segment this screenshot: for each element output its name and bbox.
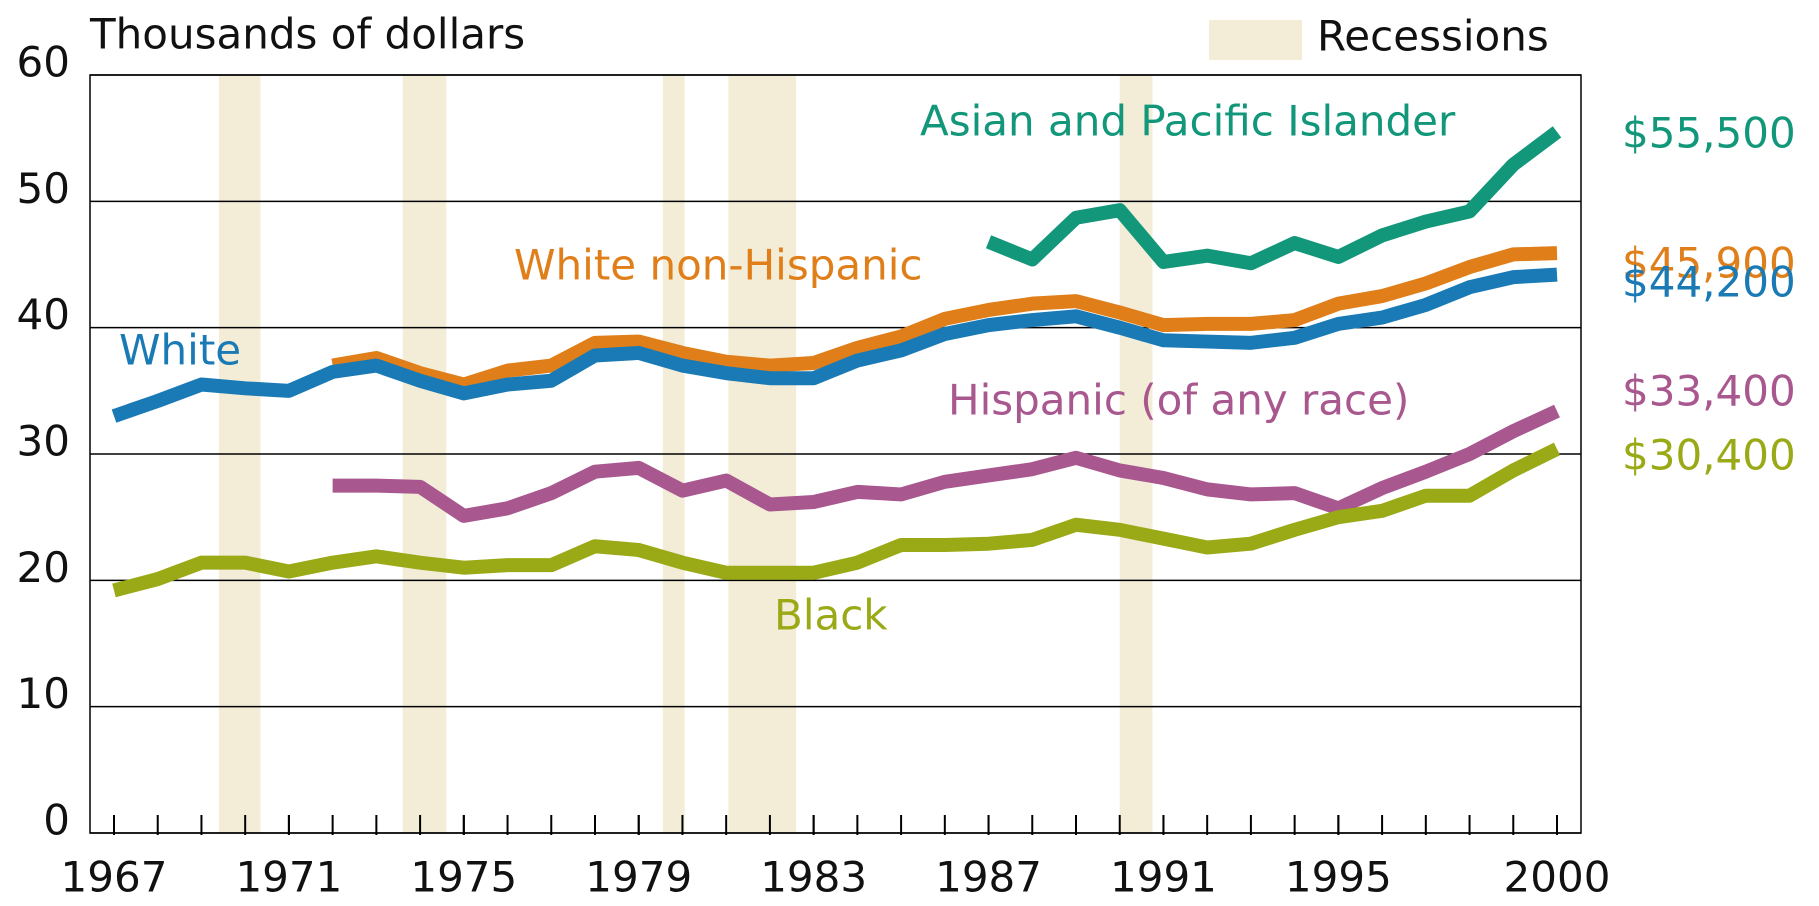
series-label: White non-Hispanic bbox=[514, 241, 922, 290]
legend-swatch bbox=[1209, 20, 1302, 60]
x-tick-label: 1987 bbox=[935, 853, 1042, 902]
y-tick-label: 0 bbox=[43, 796, 70, 845]
y-tick-label: 30 bbox=[17, 417, 70, 466]
y-tick-label: 10 bbox=[17, 669, 70, 718]
y-tick-label: 40 bbox=[17, 290, 70, 339]
legend-label: Recessions bbox=[1317, 12, 1549, 61]
series-line bbox=[111, 267, 1558, 423]
series-line bbox=[985, 126, 1562, 271]
x-tick-label: 1975 bbox=[410, 853, 517, 902]
plot-frame bbox=[89, 74, 1582, 834]
series-label: Black bbox=[774, 591, 888, 640]
end-label: $55,500 bbox=[1622, 109, 1796, 158]
end-label: $45,900 bbox=[1622, 239, 1796, 288]
series-line bbox=[332, 404, 1560, 523]
x-tick-label: 1979 bbox=[585, 853, 692, 902]
end-label: $30,400 bbox=[1622, 431, 1796, 480]
x-tick-label: 1971 bbox=[235, 853, 342, 902]
x-tick-label: 1991 bbox=[1110, 853, 1217, 902]
y-tick-label: 50 bbox=[17, 164, 70, 213]
end-label: $33,400 bbox=[1622, 367, 1796, 416]
x-tick-label: 1967 bbox=[61, 853, 168, 902]
y-tick-label: 20 bbox=[17, 543, 70, 592]
x-tick-label: 1995 bbox=[1285, 853, 1392, 902]
x-tick-label: 1983 bbox=[760, 853, 867, 902]
series-label: Hispanic (of any race) bbox=[948, 376, 1409, 425]
series-label: White bbox=[119, 326, 241, 375]
series-line bbox=[112, 442, 1561, 598]
y-tick-label: 60 bbox=[17, 38, 70, 87]
series-label: Asian and Pacific Islander bbox=[920, 97, 1456, 146]
series-line bbox=[331, 246, 1558, 392]
end-label: $44,200 bbox=[1622, 258, 1796, 307]
x-tick-label: 2000 bbox=[1504, 853, 1611, 902]
axis-title: Thousands of dollars bbox=[89, 10, 525, 59]
